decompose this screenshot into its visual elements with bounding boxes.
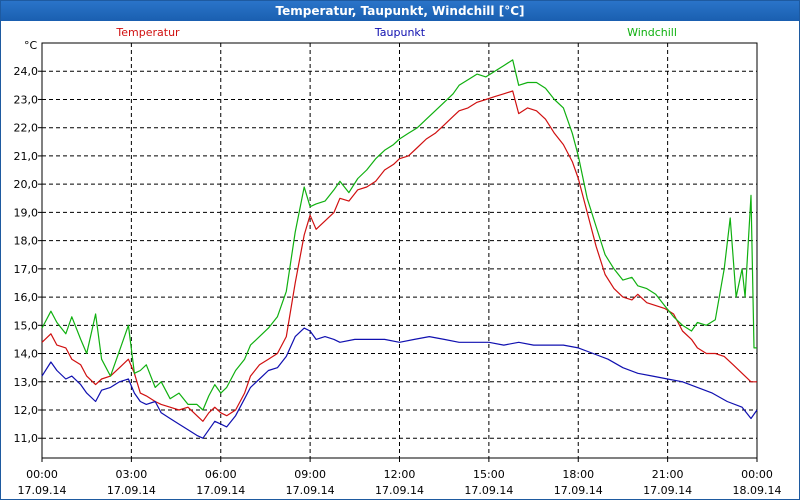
y-tick-label: 24,0 xyxy=(14,65,39,78)
x-tick-time: 15:00 xyxy=(473,468,505,481)
x-tick-date: 17.09.14 xyxy=(643,484,692,497)
y-tick-label: 23,0 xyxy=(14,93,39,106)
x-tick-time: 00:00 xyxy=(741,468,773,481)
y-tick-label: 14,0 xyxy=(14,348,39,361)
x-tick-time: 03:00 xyxy=(116,468,148,481)
y-tick-label: 20,0 xyxy=(14,178,39,191)
x-tick-time: 09:00 xyxy=(294,468,326,481)
x-tick-time: 21:00 xyxy=(652,468,684,481)
x-tick-time: 06:00 xyxy=(205,468,237,481)
y-tick-label: 21,0 xyxy=(14,150,39,163)
x-tick-date: 17.09.14 xyxy=(196,484,245,497)
series-line-windchill xyxy=(41,59,757,411)
x-tick-date: 17.09.14 xyxy=(375,484,424,497)
y-tick-label: 16,0 xyxy=(14,291,39,304)
window-title: Temperatur, Taupunkt, Windchill [°C] xyxy=(1,1,799,21)
x-tick-date: 17.09.14 xyxy=(464,484,513,497)
series-line-temperatur xyxy=(41,90,757,422)
x-tick-time: 00:00 xyxy=(26,468,58,481)
legend-taupunkt: Taupunkt xyxy=(374,26,426,39)
x-tick-date: 17.09.14 xyxy=(18,484,67,497)
x-tick-date: 17.09.14 xyxy=(107,484,156,497)
y-tick-label: 18,0 xyxy=(14,235,39,248)
y-tick-label: 19,0 xyxy=(14,206,39,219)
x-tick-time: 18:00 xyxy=(562,468,594,481)
y-tick-label: 13,0 xyxy=(14,376,39,389)
y-tick-label: 17,0 xyxy=(14,263,39,276)
x-tick-time: 12:00 xyxy=(384,468,416,481)
y-tick-label: 22,0 xyxy=(14,122,39,135)
y-axis-unit: °C xyxy=(24,39,38,52)
x-tick-date: 18.09.14 xyxy=(733,484,782,497)
series-line-taupunkt xyxy=(41,327,758,439)
legend-temperatur: Temperatur xyxy=(115,26,180,39)
legend-windchill: Windchill xyxy=(627,26,677,39)
x-tick-date: 17.09.14 xyxy=(286,484,335,497)
y-tick-label: 12,0 xyxy=(14,404,39,417)
y-tick-label: 11,0 xyxy=(14,432,39,445)
y-tick-label: 15,0 xyxy=(14,319,39,332)
x-tick-date: 17.09.14 xyxy=(554,484,603,497)
